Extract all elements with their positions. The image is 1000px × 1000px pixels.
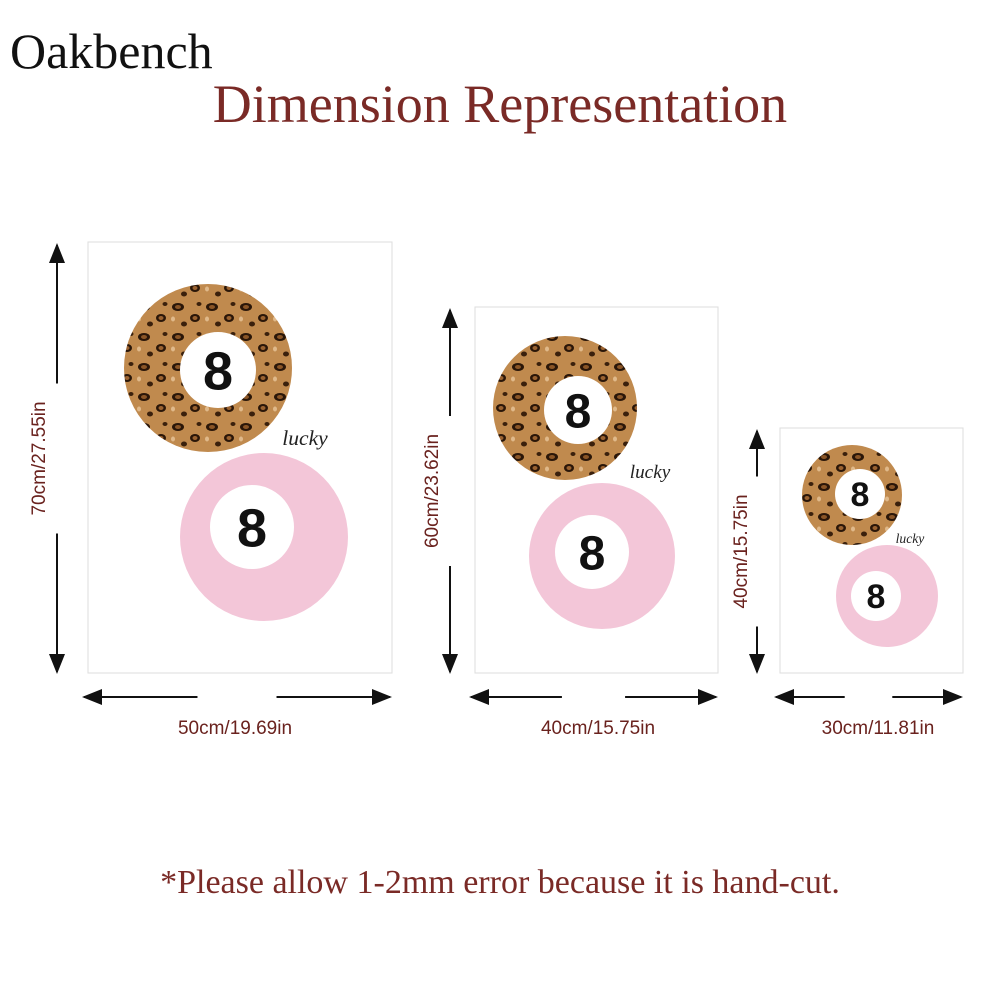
ball-number: 8 [203, 341, 233, 401]
ball-number: 8 [579, 527, 606, 580]
height-label: 40cm/15.75in [731, 494, 752, 608]
ball-number: 8 [237, 498, 267, 558]
height-label: 60cm/23.62in [422, 434, 443, 548]
title: Dimension Representation [213, 74, 787, 134]
width-label: 30cm/11.81in [822, 718, 935, 739]
script-text: lucky [282, 426, 328, 450]
ball-center [555, 515, 629, 589]
posters: 8 8 lucky 70cm/27.55in 50cm/19.69in 8 8 lucky 60… [29, 241, 964, 739]
width-label: 50cm/19.69in [178, 718, 292, 739]
ball-center [180, 332, 256, 408]
footnote: *Please allow 1-2mm error because it is … [160, 864, 840, 901]
ball-number: 8 [867, 578, 886, 616]
width-label: 40cm/15.75in [541, 718, 655, 739]
poster: 8 8 lucky 70cm/27.55in 50cm/19.69in [29, 241, 393, 739]
script-text: lucky [896, 531, 926, 546]
ball-center [544, 376, 612, 444]
ball-center [210, 485, 294, 569]
ball-number: 8 [565, 385, 592, 438]
poster: 8 8 lucky 60cm/23.62in 40cm/15.75in [422, 306, 719, 739]
ball-number: 8 [851, 476, 870, 514]
script-text: lucky [630, 462, 671, 483]
ball-center [851, 571, 901, 621]
brand: Oakbench [10, 23, 213, 79]
poster: 8 8 lucky 40cm/15.75in 30cm/11.81in [731, 427, 964, 739]
ball-center [835, 469, 885, 519]
height-label: 70cm/27.55in [29, 401, 50, 515]
